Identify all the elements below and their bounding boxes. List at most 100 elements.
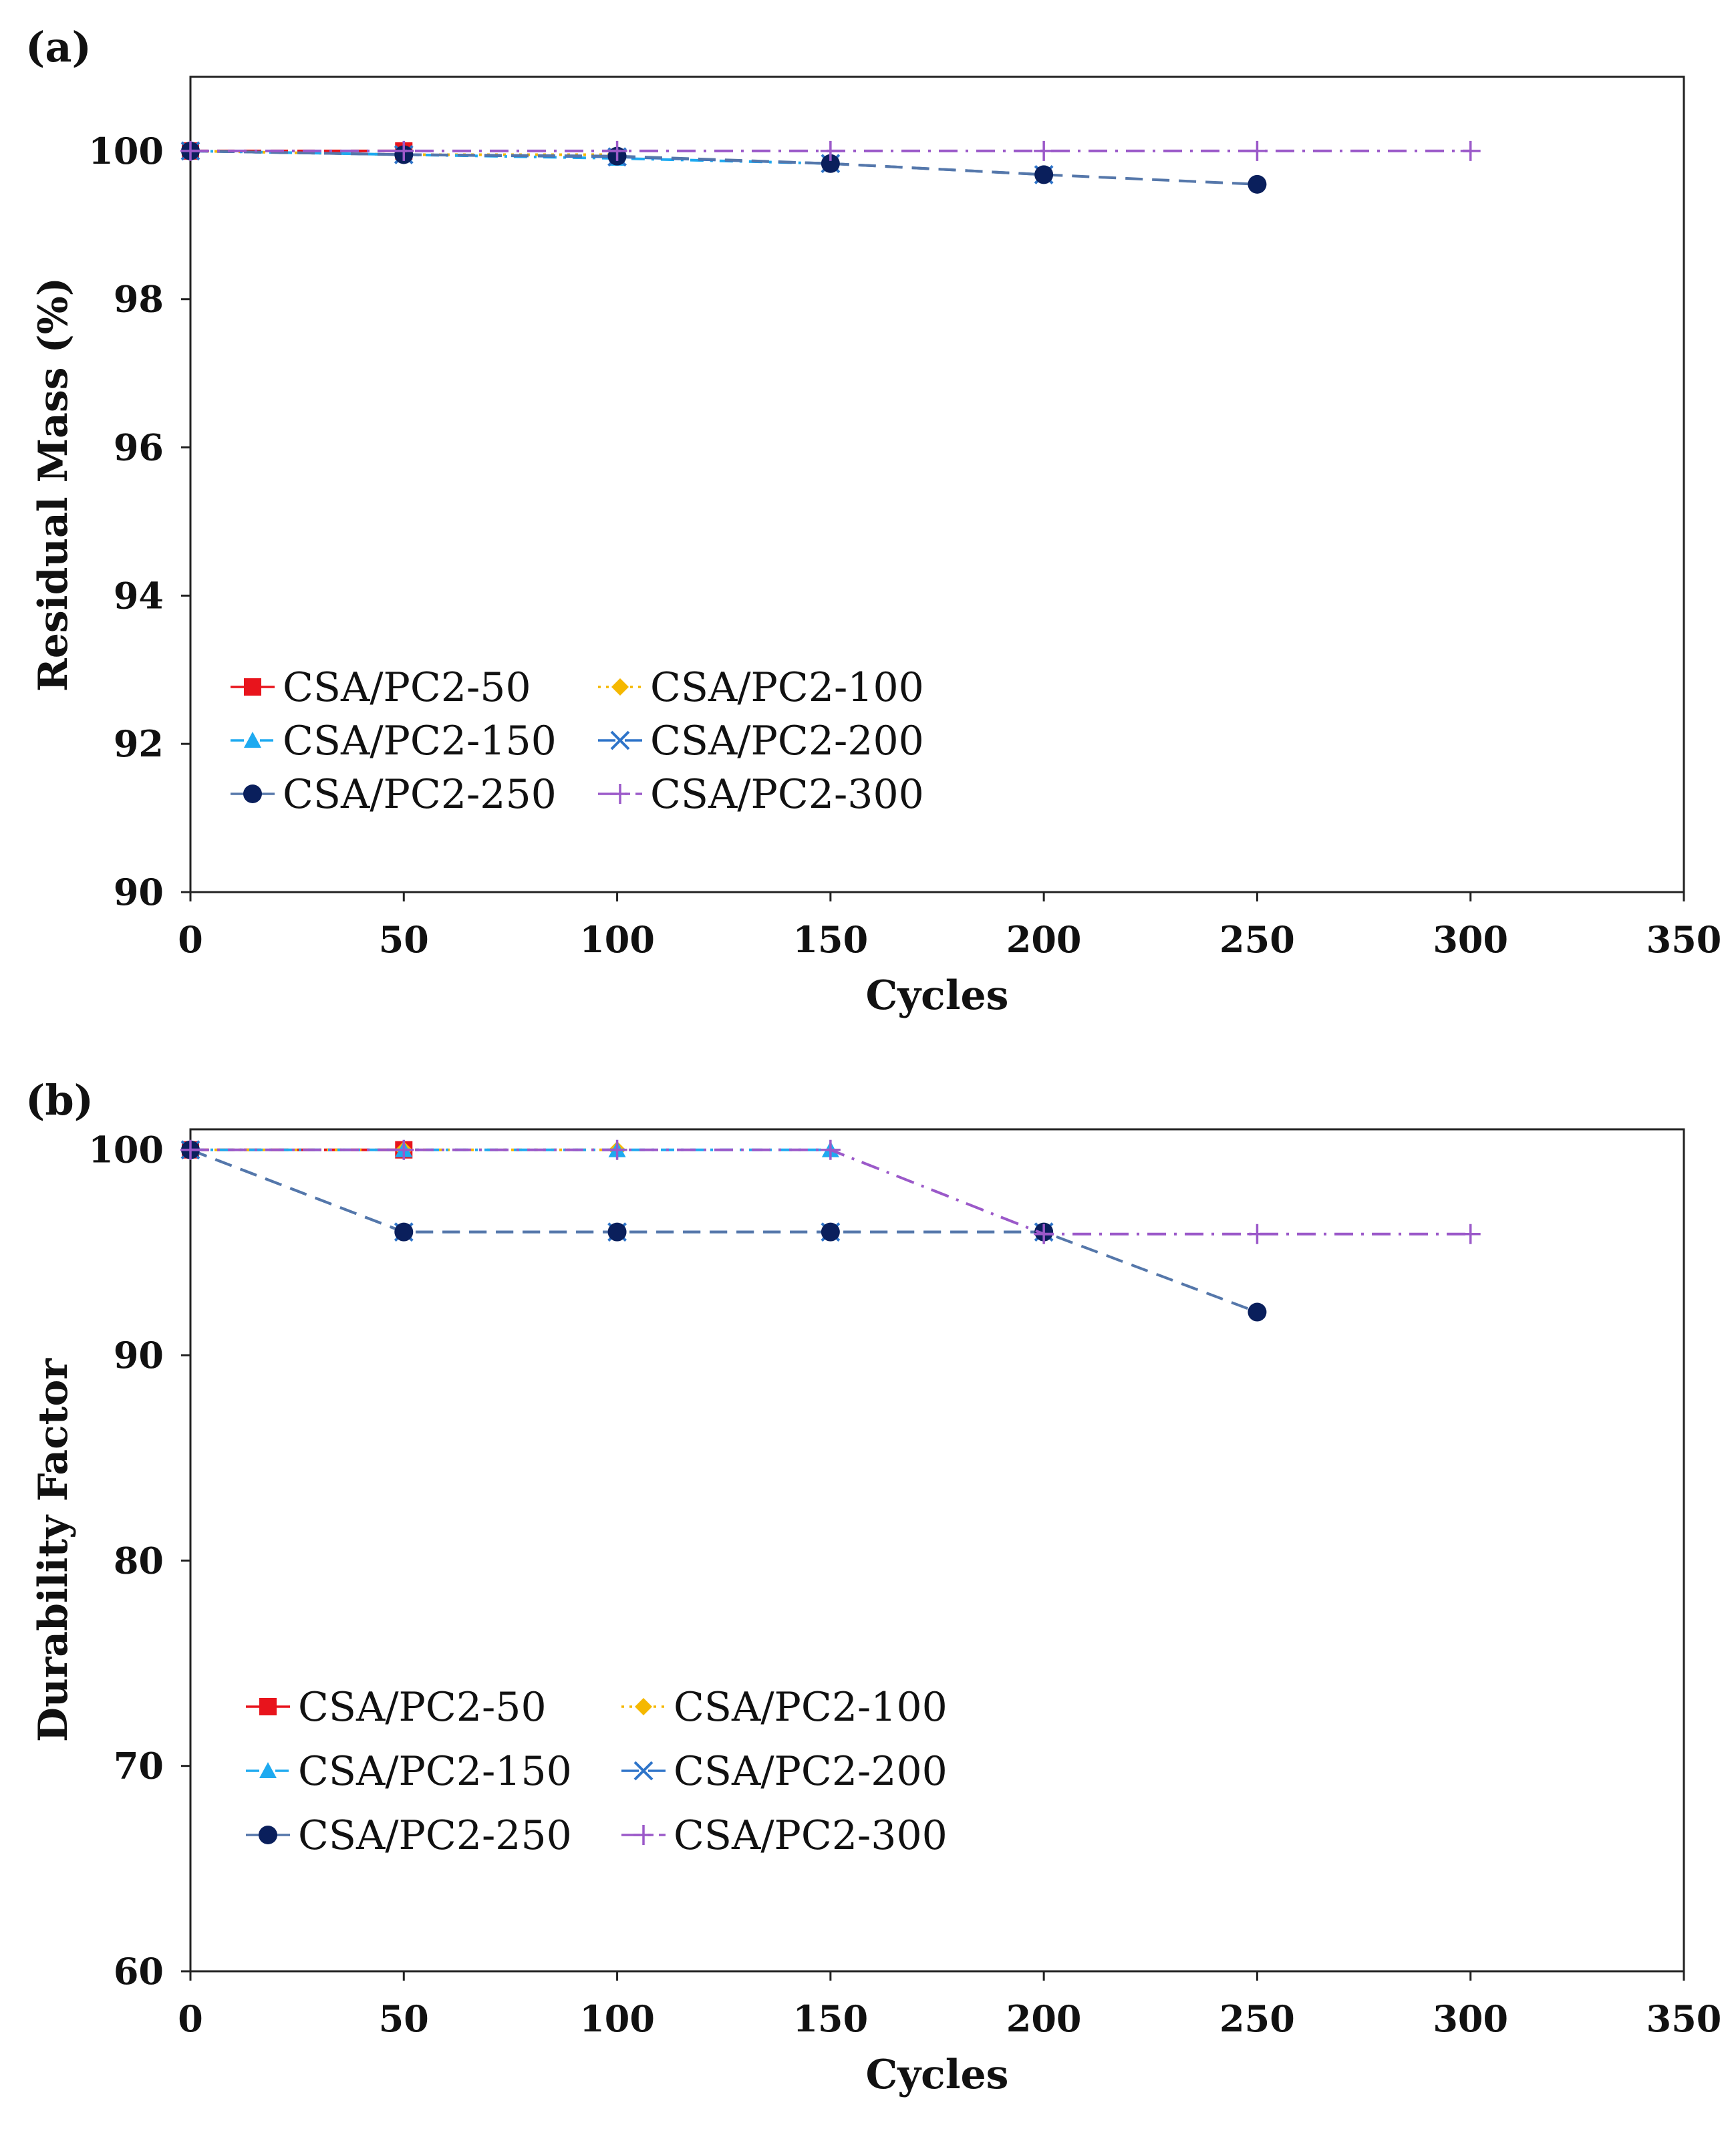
legend-marker-circle [243,785,262,803]
data-point-plus [1247,140,1268,161]
x-tick-label: 250 [1219,1997,1295,2040]
y-tick-label: 94 [114,574,164,617]
legend-item: CSA/PC2-150 [231,718,557,764]
x-tick-label: 300 [1433,918,1508,961]
legend-marker-diamond [635,1698,652,1715]
y-axis-title: Residual Mass (%) [30,277,77,692]
series-line [190,1148,1258,1314]
legend-label: CSA/PC2-150 [298,1748,572,1795]
data-point-plus [1247,1224,1268,1244]
y-axis-title: Durability Factor [30,1358,77,1742]
legend-item: CSA/PC2-250 [246,1812,572,1859]
series-csa-pc2-250 [181,1140,1267,1322]
x-tick-label: 200 [1006,918,1082,961]
legend-label: CSA/PC2-50 [283,664,531,711]
x-tick-label: 0 [178,918,203,961]
legend-label: CSA/PC2-300 [674,1812,948,1859]
x-axis-title: Cycles [866,2051,1009,2098]
legend-label: CSA/PC2-250 [298,1812,572,1859]
series-csa-pc2-300 [180,140,1481,161]
legend-item: CSA/PC2-200 [621,1748,948,1795]
legend-label: CSA/PC2-100 [650,664,924,711]
legend-marker-circle [259,1826,277,1844]
y-tick-label: 90 [114,1334,164,1377]
y-tick-label: 98 [114,278,164,321]
data-point-plus [820,140,841,161]
legend-label: CSA/PC2-150 [283,718,557,764]
data-point-plus [394,1139,414,1160]
x-axis-title: Cycles [866,972,1009,1019]
plot-area-frame [189,76,1685,893]
legend-item: CSA/PC2-150 [246,1748,572,1795]
chart-panel-b: (b) 0 50 100 150 200 250 300 350 60 70 80 90 100 Cycle… [25,1076,1721,2098]
x-tick-label: 50 [379,1997,429,2040]
data-point-plus [180,1139,200,1160]
data-point-plus [1460,140,1481,161]
legend-label: CSA/PC2-300 [650,771,924,818]
y-tick-label: 96 [114,426,164,469]
x-tick-label: 100 [579,918,655,961]
data-point-circle [1034,165,1054,184]
panel-label: (b) [25,1076,94,1125]
series-csa-pc2-250 [181,141,1267,194]
legend-item: CSA/PC2-100 [621,1684,948,1731]
legend-marker-x [633,1761,654,1781]
y-tick-label: 100 [88,1129,164,1171]
y-tick-label: 70 [114,1745,164,1788]
legend: CSA/PC2-50 CSA/PC2-100 CSA/PC2-150 CSA/PC2-… [231,664,924,818]
legend-item: CSA/PC2-250 [231,771,557,818]
legend-label: CSA/PC2-250 [283,771,557,818]
x-tick-label: 150 [792,1997,868,2040]
series-line [190,149,831,165]
series-line [190,149,1258,186]
y-tick-label: 100 [88,130,164,172]
legend-item: CSA/PC2-100 [598,664,924,711]
series-line [190,1148,1044,1234]
legend-marker-triangle [259,1762,277,1779]
y-tick-label: 80 [114,1539,164,1582]
panel-label: (a) [25,23,92,72]
data-point-circle [821,154,840,173]
data-point-circle [1248,1302,1267,1322]
legend-label: CSA/PC2-100 [674,1684,948,1731]
plot-area-frame [189,1128,1685,1973]
legend-marker-triangle [244,732,261,748]
data-point-plus [394,140,414,161]
legend-label: CSA/PC2-200 [650,718,924,764]
legend-marker-x [610,730,630,750]
x-tick-label: 200 [1006,1997,1082,2040]
x-tick-label: 250 [1219,918,1295,961]
x-tick-label: 350 [1646,918,1722,961]
x-tick-label: 300 [1433,1997,1508,2040]
data-point-circle [821,1222,840,1242]
legend-label: CSA/PC2-50 [298,1684,547,1731]
data-point-circle [394,1222,414,1242]
x-tick-label: 0 [178,1997,203,2040]
x-tick-label: 100 [579,1997,655,2040]
data-point-plus [820,1139,841,1160]
legend-item: CSA/PC2-50 [231,664,531,711]
legend-item: CSA/PC2-300 [598,771,924,818]
y-tick-label: 92 [114,722,164,765]
data-point-plus [607,140,627,161]
series-line [190,1148,1471,1236]
legend-item: CSA/PC2-50 [246,1684,547,1731]
data-point-plus [1034,1224,1054,1244]
y-tick-label: 60 [114,1950,164,1993]
data-point-plus [1460,1224,1481,1244]
series-csa-pc2-300 [180,1139,1481,1244]
x-tick-label: 50 [379,918,429,961]
legend-label: CSA/PC2-200 [674,1748,948,1795]
x-tick-label: 350 [1646,1997,1722,2040]
legend: CSA/PC2-50 CSA/PC2-100 CSA/PC2-150 CSA/PC2-… [246,1684,948,1859]
y-tick-label: 90 [114,871,164,913]
chart-panel-a: (a) 0 50 100 150 200 250 300 350 90 92 94 96 98 100 Cyc… [25,23,1721,1019]
legend-marker-square [259,1698,277,1715]
series-csa-pc2-150 [182,142,839,171]
legend-marker-diamond [611,678,629,696]
data-point-plus [1034,140,1054,161]
data-point-plus [180,140,200,161]
data-point-plus [607,1139,627,1160]
